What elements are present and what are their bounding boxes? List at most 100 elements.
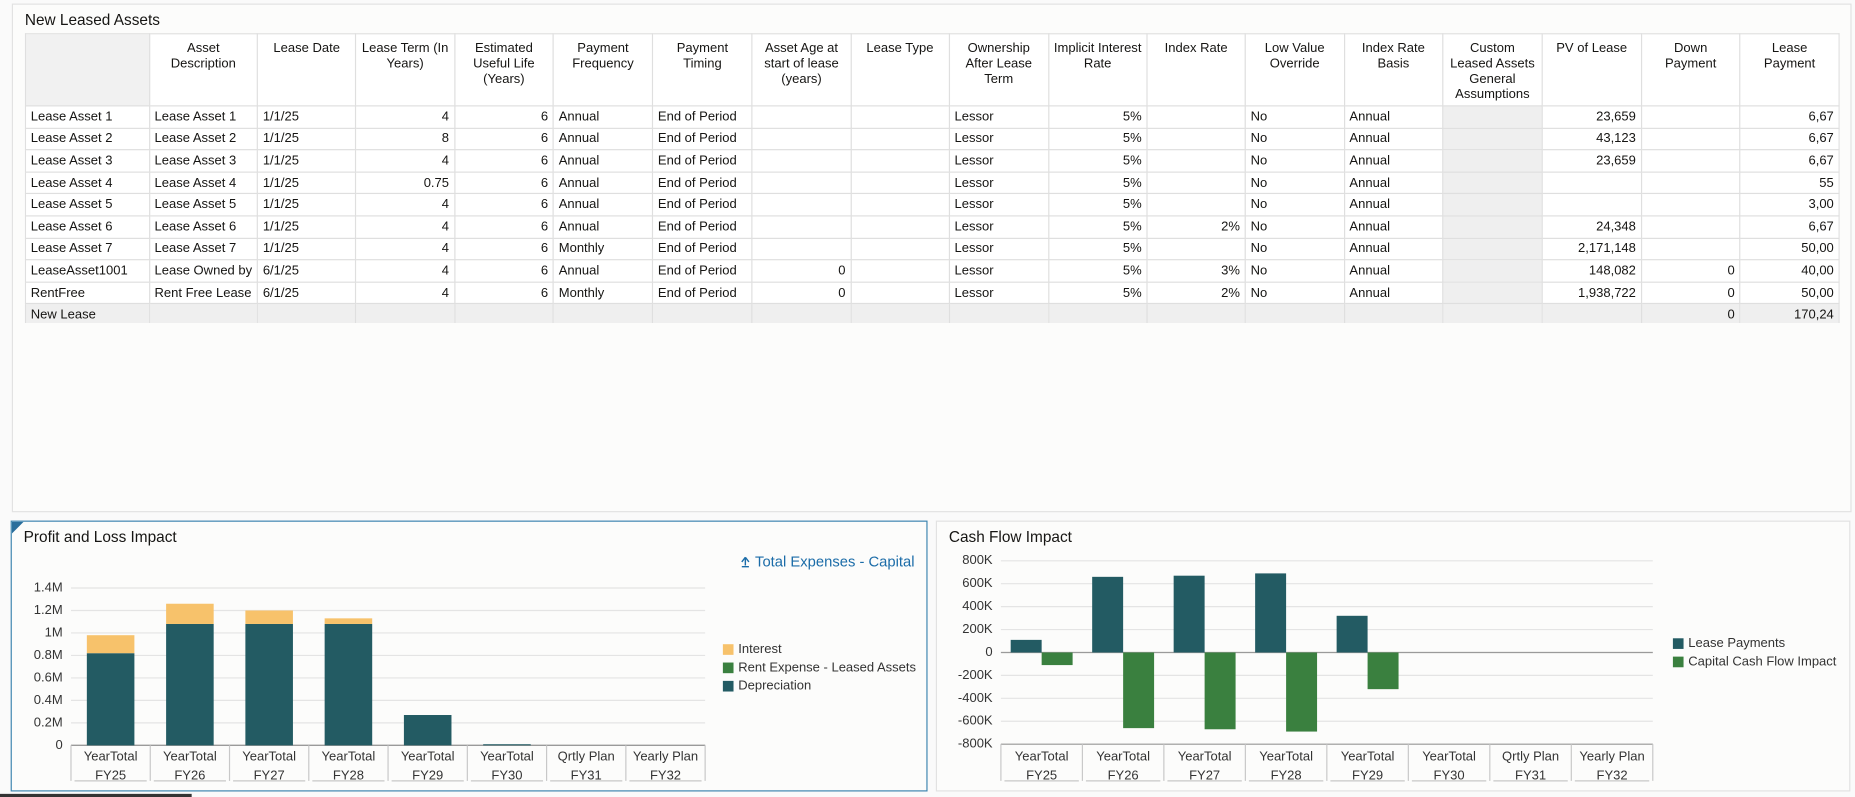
table-cell [1442, 215, 1543, 239]
table-cell [1640, 215, 1741, 239]
table-cell [751, 127, 852, 151]
table-cell: Monthly [552, 281, 654, 305]
table-cell: 5% [1047, 237, 1148, 261]
table-cell: Annual [552, 215, 654, 239]
column-header: Ownership After Lease Term [948, 33, 1049, 107]
table-row: LeaseAsset1001 Lease Owned by 6/1/25 4 6 Annu… [24, 259, 1840, 283]
column-header: Estimated Useful Life (Years) [453, 33, 555, 107]
column-header: Implicit Interest Rate [1047, 33, 1148, 107]
table-cell: Annual [552, 127, 654, 151]
row-header: Lease Asset 4 [24, 171, 150, 195]
column-header: Low Value Override [1244, 33, 1345, 107]
table-cell: Lease Asset 7 [148, 237, 259, 261]
table-cell: Lease Asset 2 [148, 127, 259, 151]
table-cell: 0 [751, 281, 852, 305]
table-cell: Lessor [948, 193, 1049, 217]
table-cell [1541, 193, 1642, 217]
panel-title: New Leased Assets [24, 10, 160, 29]
table-cell: 4 [355, 193, 455, 217]
table-cell: Annual [1343, 259, 1444, 283]
table-cell: 1/1/25 [256, 215, 357, 239]
table-cell: 5% [1047, 215, 1148, 239]
row-header: New Lease [24, 303, 150, 323]
table-cell [1146, 237, 1246, 261]
table-cell: Annual [1343, 193, 1444, 217]
table-cell: Annual [1343, 237, 1444, 261]
table-cell: Annual [1343, 281, 1444, 305]
corner-cell [24, 33, 150, 107]
table-row: Lease Asset 4 Lease Asset 4 1/1/25 0.75 6 Ann… [24, 171, 1840, 195]
table-cell: 1/1/25 [256, 237, 357, 261]
table-cell: Lease Asset 4 [148, 171, 259, 195]
table-cell: 6 [453, 281, 555, 305]
table-cell: 3,00 [1739, 193, 1840, 217]
table-cell [1343, 303, 1444, 323]
table-cell [1146, 171, 1246, 195]
table-cell: 3% [1146, 259, 1246, 283]
table-cell: 6 [453, 149, 555, 173]
table-cell: No [1244, 171, 1345, 195]
table-cell: 0 [751, 259, 852, 283]
table-cell [552, 303, 654, 323]
table-cell: End of Period [651, 237, 753, 261]
table-cell [751, 303, 852, 323]
table-cell [1146, 193, 1246, 217]
table-row: Lease Asset 6 Lease Asset 6 1/1/25 4 6 Annual… [24, 215, 1840, 239]
drill-link[interactable]: Total Expenses - Capital [741, 553, 915, 571]
row-header: RentFree [24, 281, 150, 305]
table-cell [1442, 127, 1543, 151]
row-header: LeaseAsset1001 [24, 259, 150, 283]
table-cell: Lessor [948, 281, 1049, 305]
table-cell: 0 [1640, 281, 1741, 305]
table-cell: 2% [1146, 215, 1246, 239]
table-cell [850, 127, 950, 151]
link-text[interactable]: Total Expenses - Capital [755, 553, 915, 571]
scroll-indicator [0, 793, 192, 797]
link-icon [741, 556, 750, 568]
table-cell [1640, 149, 1741, 173]
table-cell [1442, 105, 1543, 129]
table-cell [850, 281, 950, 305]
table-container: Asset Description Lease Date Lease Term (I… [24, 33, 1840, 323]
header-row: Asset Description Lease Date Lease Term (I… [24, 33, 1840, 107]
table-cell [1146, 105, 1246, 129]
table-cell: 4 [355, 105, 455, 129]
table-cell: Annual [1343, 105, 1444, 129]
row-header: Lease Asset 7 [24, 237, 150, 261]
table-cell: 1/1/25 [256, 171, 357, 195]
leased-assets-table: Asset Description Lease Date Lease Term (I… [24, 33, 1840, 323]
table-cell [1146, 127, 1246, 151]
table-cell: 40,00 [1739, 259, 1840, 283]
table-cell: 5% [1047, 127, 1148, 151]
table-row: Lease Asset 5 Lease Asset 5 1/1/25 4 6 Annual… [24, 193, 1840, 217]
table-cell [850, 259, 950, 283]
table-cell: 2,171,148 [1541, 237, 1642, 261]
table-cell: No [1244, 127, 1345, 151]
table-cell [1640, 193, 1741, 217]
cf-panel: Cash Flow Impact [935, 520, 1851, 792]
table-cell [1442, 281, 1543, 305]
table-cell [948, 303, 1049, 323]
table-cell: Annual [1343, 149, 1444, 173]
table-cell: Annual [1343, 171, 1444, 195]
table-cell: Lease Asset 1 [148, 105, 259, 129]
row-header: Lease Asset 1 [24, 105, 150, 129]
table-cell: 55 [1739, 171, 1840, 195]
table-cell: 1,938,722 [1541, 281, 1642, 305]
table-cell [850, 171, 950, 195]
table-row: Lease Asset 1 Lease Asset 1 1/1/25 4 6 Annual… [24, 105, 1840, 129]
table-cell: 6 [453, 237, 555, 261]
row-header: Lease Asset 2 [24, 127, 150, 151]
table-cell: 6,67 [1739, 149, 1840, 173]
table-cell: Lease Asset 6 [148, 215, 259, 239]
table-cell [1244, 303, 1345, 323]
table-cell: Lease Asset 5 [148, 193, 259, 217]
column-header: Custom Leased Assets General Assumptions [1442, 33, 1543, 107]
table-cell: Annual [552, 259, 654, 283]
table-cell: 5% [1047, 281, 1148, 305]
table-cell: 5% [1047, 259, 1148, 283]
table-cell: No [1244, 215, 1345, 239]
table-cell [751, 215, 852, 239]
column-header: Payment Frequency [552, 33, 654, 107]
